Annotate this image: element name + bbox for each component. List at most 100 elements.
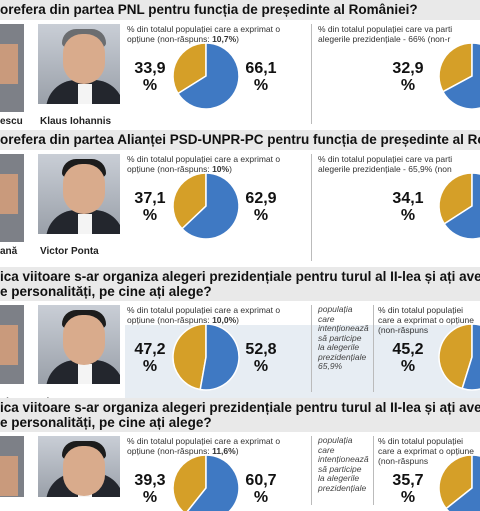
pct-value: 35,7 xyxy=(392,472,424,489)
pct-sign: % xyxy=(400,358,416,375)
note-left-value: 11,6% xyxy=(212,446,236,456)
note-right-text: % din totalul populației care a exprimat… xyxy=(378,305,474,335)
cropped-photo xyxy=(0,154,24,242)
pct-blue-label: 66,1% xyxy=(243,60,279,94)
participants-note: populația care intenționează să particip… xyxy=(318,435,369,493)
photo-face xyxy=(63,34,105,84)
pie-slice-blue xyxy=(443,172,480,240)
note-left-value: 10,0% xyxy=(212,315,237,325)
note-left: % din totalul populației care a exprimat… xyxy=(127,154,307,174)
pie-chart-left xyxy=(172,454,240,511)
question-section: orefera din partea PNL pentru funcția de… xyxy=(0,0,480,130)
participants-note: populația care intenționează să particip… xyxy=(318,304,369,371)
divider xyxy=(373,305,374,392)
note-right: % din totalul populației care a exprimat… xyxy=(378,305,480,335)
pie-chart-right xyxy=(438,454,480,511)
pie-slice-gold xyxy=(438,42,473,93)
note-left-end: ) xyxy=(229,164,232,174)
pct-value: 32,9 xyxy=(392,60,424,77)
candidate-photo xyxy=(38,305,120,384)
face-shape xyxy=(0,456,18,496)
note-left-text: % din totalul populației care a exprimat… xyxy=(127,24,281,44)
note-right: % din totalul populației care a exprimat… xyxy=(378,436,480,466)
divider xyxy=(311,305,312,392)
question-title: ica viitoare s-ar organiza alegeri prezi… xyxy=(0,398,480,432)
candidate-photo xyxy=(38,154,120,234)
pct-value: 62,9 xyxy=(245,190,277,207)
pct-sign: % xyxy=(400,77,416,94)
question-line: orefera din partea Alianței PSD-UNPR-PC … xyxy=(0,132,480,147)
pie-chart-left xyxy=(172,323,240,391)
note-right-text: % din totalul populației care a exprimat… xyxy=(378,436,474,466)
question-section: orefera din partea Alianței PSD-UNPR-PC … xyxy=(0,130,480,267)
face-shape xyxy=(0,325,18,365)
pct-value: 47,2 xyxy=(134,341,166,358)
pct-blue-label: 60,7% xyxy=(243,472,279,506)
photo-shirt xyxy=(78,84,92,104)
question-title: orefera din partea Alianței PSD-UNPR-PC … xyxy=(0,130,480,150)
pct-gold-label: 33,9% xyxy=(132,60,168,94)
pie-slice-blue xyxy=(199,323,240,391)
pct-value: 34,1 xyxy=(392,190,424,207)
candidate-name: Victor Ponta xyxy=(40,397,99,398)
pie-slice-blue xyxy=(176,42,240,110)
pct-blue-label: 62,9% xyxy=(243,190,279,224)
candidate-photo xyxy=(38,24,120,104)
cropped-candidate-name: nis xyxy=(0,397,14,398)
pie-slice-blue xyxy=(181,172,240,240)
pie-slice-blue xyxy=(186,454,240,511)
pct-sign: % xyxy=(142,207,158,224)
pct-value: 37,1 xyxy=(134,190,166,207)
cropped-candidate-name: escu xyxy=(0,116,23,127)
pct-right-label: 34,1% xyxy=(390,190,426,224)
pct-value: 39,3 xyxy=(134,472,166,489)
question-line: ica viitoare s-ar organiza alegeri prezi… xyxy=(0,269,480,284)
question-title: ica viitoare s-ar organiza alegeri prezi… xyxy=(0,267,480,301)
pct-gold-label: 39,3% xyxy=(132,472,168,506)
question-line: orefera din partea PNL pentru funcția de… xyxy=(0,2,418,17)
pct-value: 45,2 xyxy=(392,341,424,358)
note-right: % din totalul populației care va parti a… xyxy=(318,24,480,44)
pie-slice-gold xyxy=(438,323,473,390)
pct-sign: % xyxy=(253,77,269,94)
pct-sign: % xyxy=(142,358,158,375)
candidate-name: Klaus Iohannis xyxy=(40,116,112,127)
pct-value: 66,1 xyxy=(245,60,277,77)
face-shape xyxy=(0,44,18,84)
note-left: % din totalul populației care a exprimat… xyxy=(127,436,307,456)
pie-slice-gold xyxy=(172,454,207,511)
pct-sign: % xyxy=(400,489,416,506)
pct-gold-label: 37,1% xyxy=(132,190,168,224)
pct-sign: % xyxy=(142,489,158,506)
pct-value: 33,9 xyxy=(134,60,166,77)
photo-shirt xyxy=(78,214,92,234)
note-right-text: % din totalul populației care va parti a… xyxy=(318,24,453,44)
cropped-photo xyxy=(0,305,24,384)
question-line: e personalități, pe cine ați alege? xyxy=(0,415,212,430)
pie-chart-left xyxy=(172,42,240,110)
pie-slice-blue xyxy=(441,42,480,110)
candidate-name: Victor Ponta xyxy=(40,246,99,257)
pct-gold-label: 47,2% xyxy=(132,341,168,375)
pie-slice-gold xyxy=(438,454,473,510)
cropped-candidate-name: ană xyxy=(0,246,18,257)
pct-right-label: 32,9% xyxy=(390,60,426,94)
pct-right-label: 35,7% xyxy=(390,472,426,506)
photo-face xyxy=(63,446,105,496)
pie-chart-right xyxy=(438,323,480,391)
question-section: ica viitoare s-ar organiza alegeri prezi… xyxy=(0,267,480,398)
note-right-text: % din totalul populației care va parti a… xyxy=(318,154,453,174)
pct-sign: % xyxy=(253,207,269,224)
note-left-end: ) xyxy=(236,315,240,325)
photo-face xyxy=(63,315,105,365)
note-left: % din totalul populației care a exprimat… xyxy=(127,305,307,325)
note-left-end: ) xyxy=(235,446,239,456)
divider xyxy=(311,154,312,261)
pie-slice-gold xyxy=(172,323,207,391)
divider xyxy=(373,436,374,505)
pct-value: 52,8 xyxy=(245,341,277,358)
note-right: % din totalul populației care va parti a… xyxy=(318,154,480,174)
cropped-photo xyxy=(0,436,24,497)
pie-chart-right xyxy=(438,172,480,240)
pct-blue-label: 52,8% xyxy=(243,341,279,375)
